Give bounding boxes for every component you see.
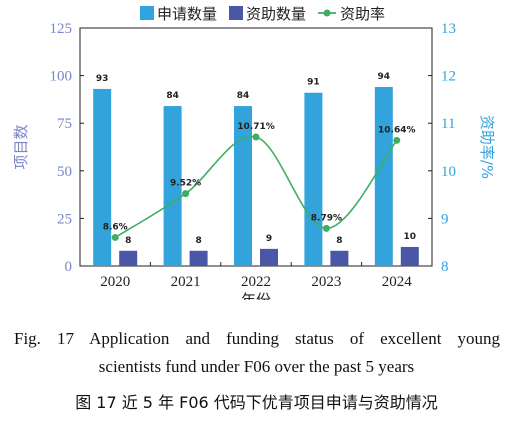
left-tick-label: 25 xyxy=(57,211,72,227)
bar-value-label: 9 xyxy=(266,234,272,244)
bar-value-label: 10 xyxy=(404,232,417,242)
bar-value-label: 94 xyxy=(378,72,391,82)
x-tick-label: 2023 xyxy=(311,274,341,290)
bar-value-label: 93 xyxy=(96,74,109,84)
funding-rate-label: 9.52% xyxy=(170,179,201,189)
plot-frame xyxy=(79,27,433,267)
right-tick-label: 12 xyxy=(441,69,456,85)
caption-english-line-2: scientists fund under F06 over the past … xyxy=(98,357,415,376)
left-tick-label: 75 xyxy=(57,116,72,132)
funding-rate-point xyxy=(252,133,260,141)
bar-value-label: 91 xyxy=(307,78,320,88)
legend-label-1: 资助数量 xyxy=(246,5,306,23)
bar-applications xyxy=(374,87,393,266)
legend-swatch-1 xyxy=(229,6,243,20)
left-tick-label: 0 xyxy=(65,259,73,275)
legend-swatch-0 xyxy=(140,6,154,20)
y-axis-title-right: 资助率/% xyxy=(478,115,496,179)
left-tick-label: 100 xyxy=(50,69,73,85)
y-axis-title-left: 项目数 xyxy=(12,124,30,169)
legend-marker-2 xyxy=(323,9,331,17)
funding-rate-label: 10.64% xyxy=(378,125,416,135)
bar-value-label: 8 xyxy=(336,236,342,246)
x-tick-label: 2022 xyxy=(241,274,271,290)
right-tick-label: 13 xyxy=(441,21,456,37)
bar-funded xyxy=(119,250,138,266)
funding-rate-label: 8.79% xyxy=(311,213,342,223)
bar-value-label: 84 xyxy=(166,91,179,101)
x-tick-label: 2021 xyxy=(171,274,201,290)
funding-rate-label: 8.6% xyxy=(103,222,128,232)
legend-label-0: 申请数量 xyxy=(157,5,217,23)
bar-funded xyxy=(189,250,208,266)
funding-rate-point xyxy=(393,136,401,144)
right-tick-label: 8 xyxy=(441,259,449,275)
funding-rate-line xyxy=(114,135,398,239)
bar-funded xyxy=(400,246,419,266)
bar-applications xyxy=(163,106,182,267)
bar-applications xyxy=(93,88,112,266)
bar-funded xyxy=(260,248,278,266)
bar-funded xyxy=(330,250,349,266)
x-axis-title: 年份 xyxy=(241,291,271,300)
funding-rate-label: 10.71% xyxy=(237,122,275,132)
right-tick-label: 11 xyxy=(441,116,455,132)
x-tick-label: 2024 xyxy=(382,274,413,290)
x-tick-label: 2020 xyxy=(100,274,130,290)
right-tick-label: 10 xyxy=(441,164,456,180)
bar-value-label: 84 xyxy=(237,91,250,101)
right-tick-label: 9 xyxy=(441,211,449,227)
caption-english-line-1: Fig. 17 Application and funding status o… xyxy=(14,329,500,348)
left-tick-label: 50 xyxy=(57,164,72,180)
caption-chinese: 图 17 近 5 年 F06 代码下优青项目申请与资助情况 xyxy=(75,393,438,412)
bar-applications xyxy=(234,106,252,267)
bar-applications xyxy=(304,92,323,267)
funding-rate-point xyxy=(111,233,119,241)
legend-label-2: 资助率 xyxy=(340,5,385,23)
chart: 0 25 50 75 100 125 8 9 10 11 12 13 2020 2021 2022 2023 2… xyxy=(12,5,496,300)
left-tick-label: 125 xyxy=(50,21,73,37)
bar-value-label: 8 xyxy=(195,236,201,246)
bar-value-label: 8 xyxy=(125,236,131,246)
funding-rate-point xyxy=(182,190,190,198)
funding-rate-point xyxy=(322,224,330,232)
